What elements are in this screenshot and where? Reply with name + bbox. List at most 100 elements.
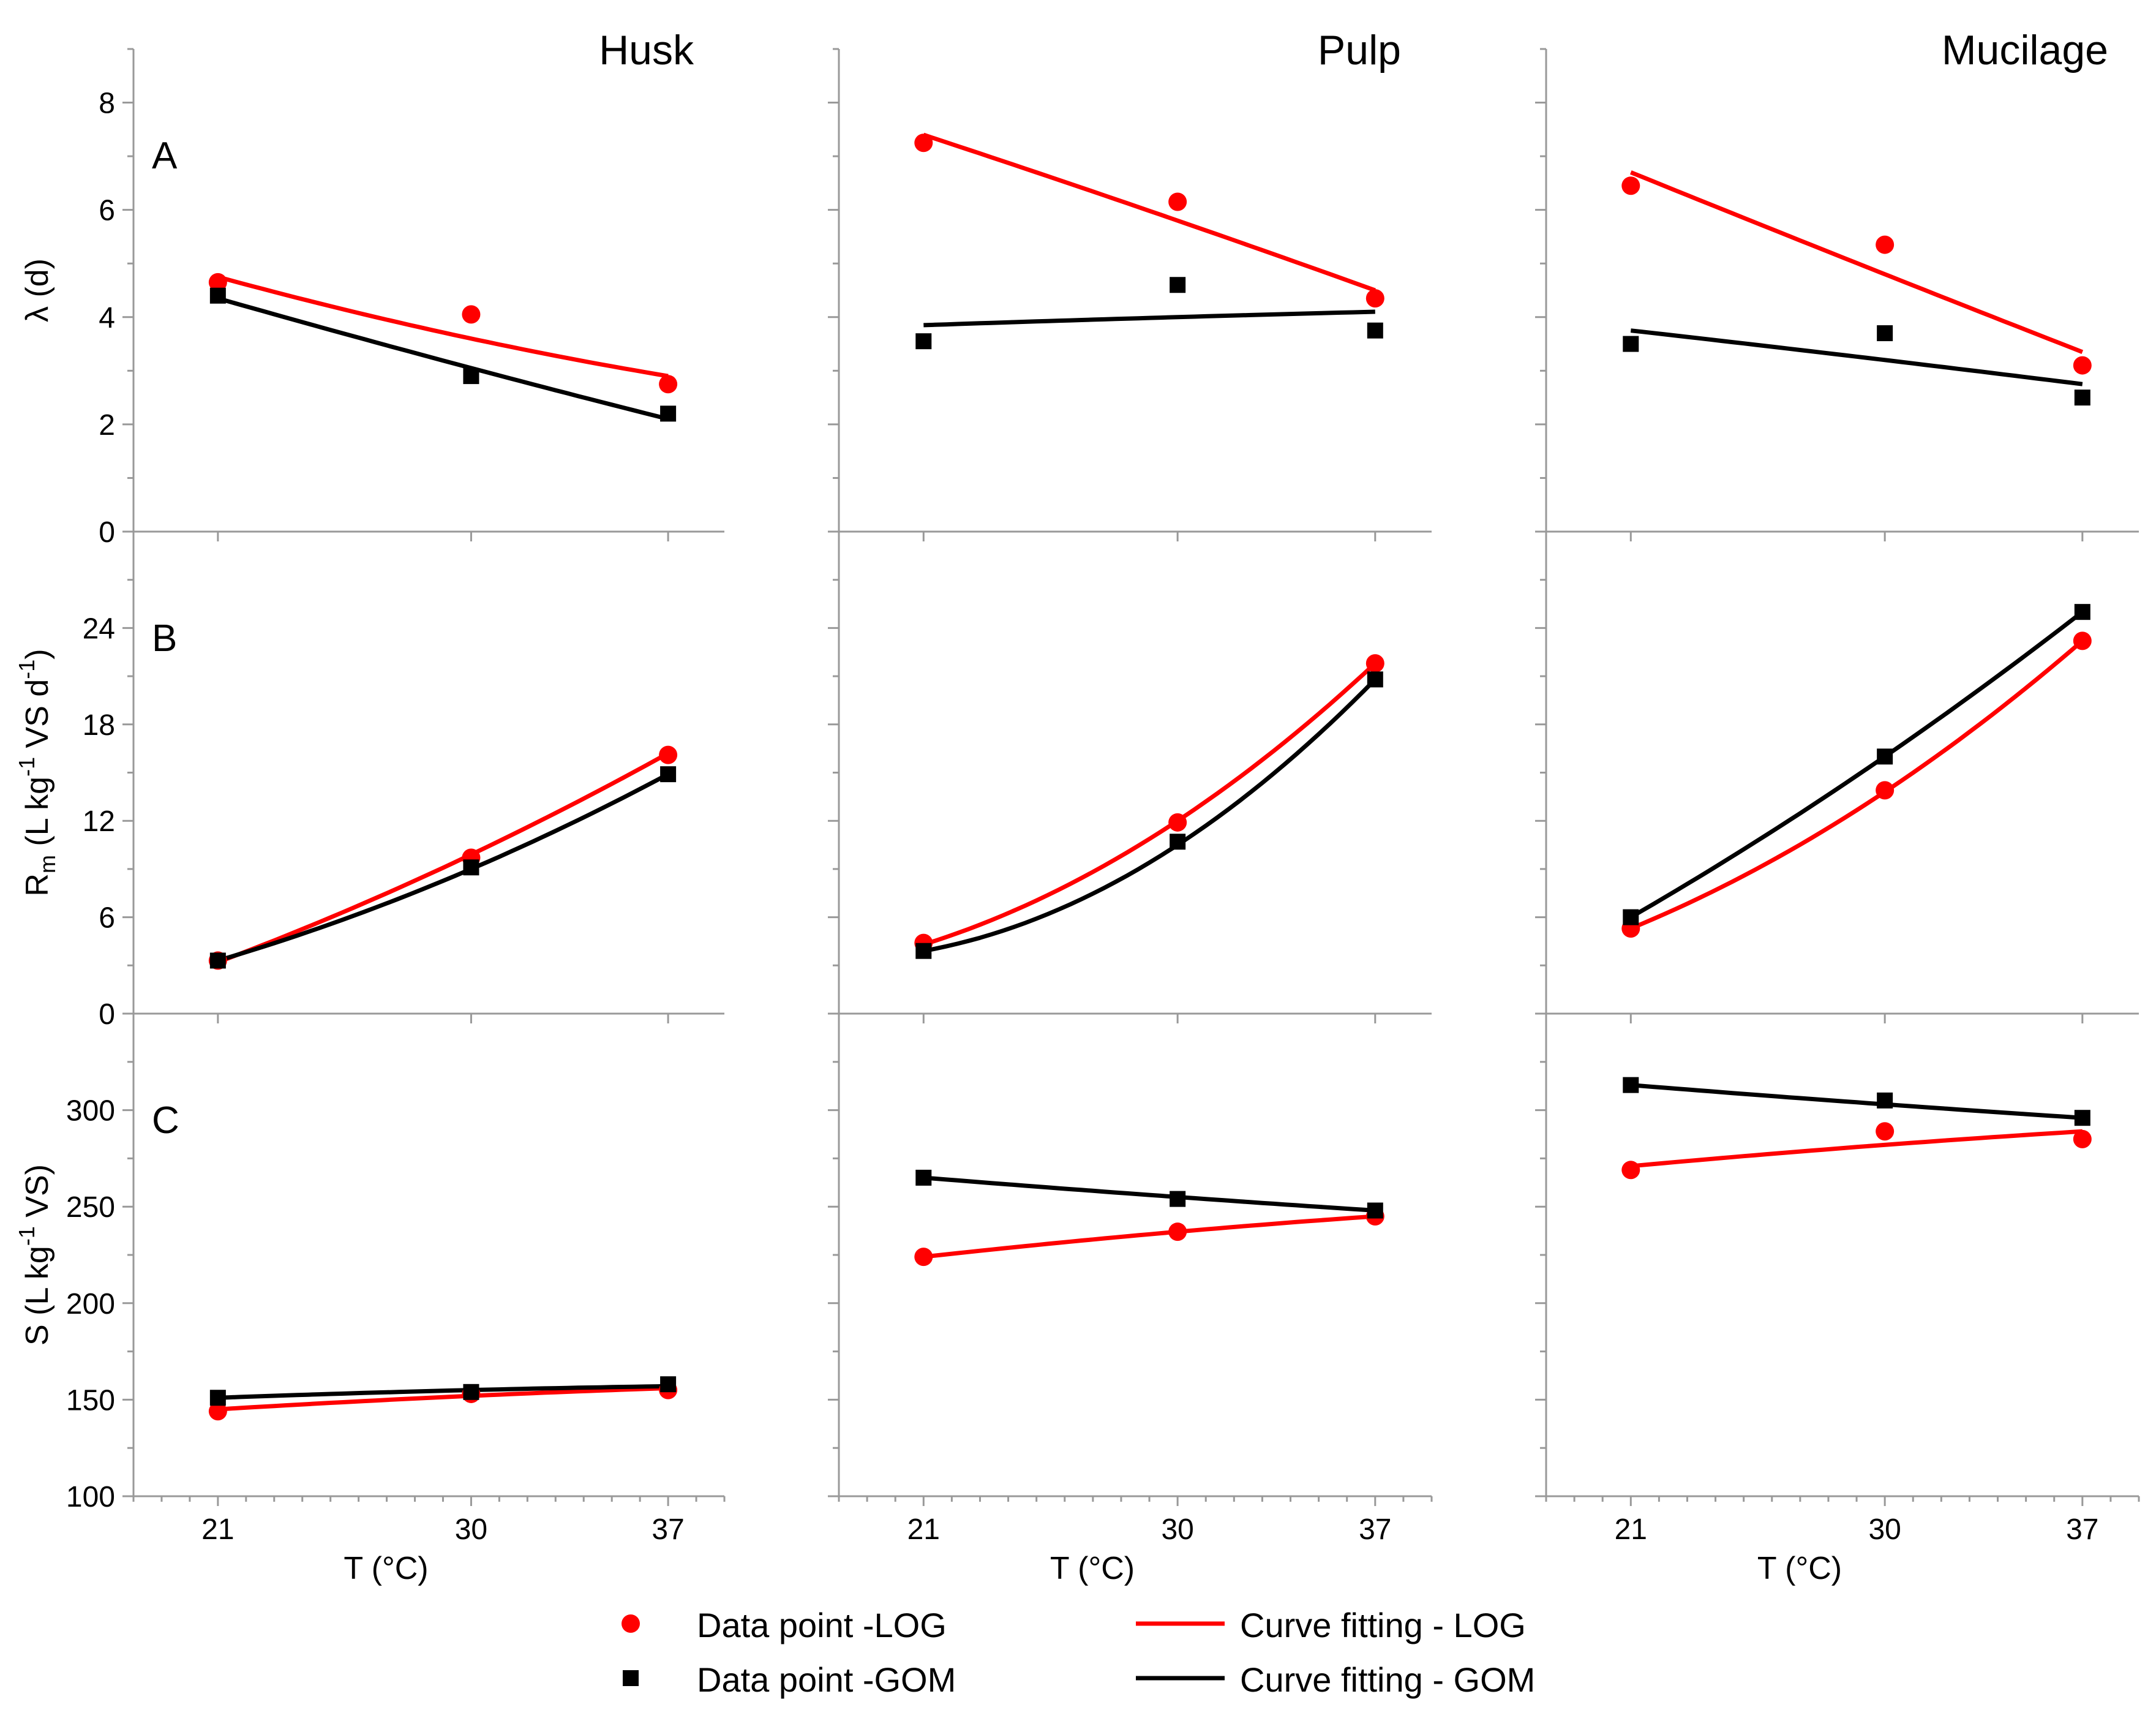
y-tick-label-a: 2 xyxy=(99,409,115,442)
fit-line-log-c-pulp xyxy=(923,1214,1376,1259)
legend-label-fit-log: Curve fitting - LOG xyxy=(1240,1606,1526,1644)
data-point-gom-a-husk xyxy=(463,368,479,385)
data-point-gom-b-pulp xyxy=(915,943,932,959)
data-point-gom-c-husk xyxy=(463,1384,479,1400)
data-point-gom-a-mucilage xyxy=(1877,325,1893,342)
data-point-log-c-pulp xyxy=(1168,1222,1187,1241)
data-point-gom-b-mucilage xyxy=(2074,604,2090,620)
x-tick-label-pulp: 30 xyxy=(1161,1513,1193,1546)
y-title-part: VS d xyxy=(20,679,55,757)
data-point-gom-a-husk xyxy=(660,405,677,422)
x-tick-label-husk: 37 xyxy=(652,1513,684,1546)
fit-line-gom-a-pulp xyxy=(923,309,1375,328)
data-point-log-a-husk xyxy=(462,305,481,324)
data-point-log-a-pulp xyxy=(914,134,933,153)
data-point-log-a-husk xyxy=(208,273,227,292)
y-title-part: (L kg xyxy=(20,777,55,855)
fit-line-gom-a-mucilage xyxy=(1630,328,2083,386)
x-axis-title-mucilage: T (°C) xyxy=(1757,1551,1842,1586)
data-point-gom-a-pulp xyxy=(1367,322,1383,339)
legend-label-fit-gom: Curve fitting - GOM xyxy=(1240,1660,1535,1699)
data-point-gom-b-husk xyxy=(660,766,677,783)
data-point-gom-c-mucilage xyxy=(2074,1110,2090,1126)
data-point-log-c-pulp xyxy=(914,1248,933,1267)
data-point-gom-a-mucilage xyxy=(2074,390,2090,406)
y-tick-label-c: 250 xyxy=(66,1191,115,1224)
row-letter-b: B xyxy=(152,617,177,660)
data-point-log-a-mucilage xyxy=(1621,176,1640,195)
data-point-gom-b-husk xyxy=(209,952,226,969)
data-point-gom-b-husk xyxy=(463,859,479,876)
data-point-log-b-pulp xyxy=(1365,654,1384,673)
x-axis-title-husk: T (°C) xyxy=(344,1551,428,1586)
data-point-log-a-mucilage xyxy=(1876,235,1895,254)
y-tick-label-b: 24 xyxy=(83,612,115,645)
fit-line-gom-a-husk xyxy=(217,296,669,421)
data-point-log-b-husk xyxy=(659,745,678,764)
data-point-log-b-mucilage xyxy=(2073,631,2092,650)
data-point-gom-c-mucilage xyxy=(1877,1092,1893,1109)
x-tick-label-pulp: 37 xyxy=(1359,1513,1391,1546)
legend-marker-gom xyxy=(623,1670,639,1686)
row-letter-a: A xyxy=(152,135,178,177)
data-point-log-a-mucilage xyxy=(2073,356,2092,375)
y-axis-title-c: S (L kg-1 VS) xyxy=(14,1164,55,1346)
fit-line-gom-c-husk xyxy=(217,1384,669,1400)
y-tick-label-a: 8 xyxy=(99,88,115,120)
y-title-part: S (L kg xyxy=(20,1246,55,1346)
fit-line-gom-b-pulp xyxy=(923,677,1377,954)
column-title-husk: Husk xyxy=(599,27,694,73)
data-point-log-c-husk xyxy=(208,1402,227,1421)
y-title-part: ) xyxy=(20,649,55,659)
data-point-gom-c-pulp xyxy=(915,1169,932,1186)
x-axis-title-pulp: T (°C) xyxy=(1050,1551,1135,1586)
data-point-gom-a-husk xyxy=(209,287,226,304)
data-point-log-a-husk xyxy=(659,375,678,394)
y-tick-label-b: 6 xyxy=(99,902,115,935)
data-point-gom-b-pulp xyxy=(1170,834,1186,850)
x-tick-label-mucilage: 30 xyxy=(1868,1513,1901,1546)
y-axis-title-b: Rm (L kg-1 VS d-1) xyxy=(14,649,60,896)
y-title-part: R xyxy=(20,873,55,897)
y-tick-label-b: 0 xyxy=(99,998,115,1031)
data-point-gom-b-pulp xyxy=(1367,671,1383,688)
data-point-gom-c-pulp xyxy=(1170,1191,1186,1207)
legend-label-data-gom: Data point -GOM xyxy=(697,1660,956,1699)
data-point-log-b-pulp xyxy=(1168,813,1187,832)
fit-line-log-c-mucilage xyxy=(1630,1129,2083,1169)
x-tick-label-husk: 30 xyxy=(455,1513,487,1546)
y-title-superscript: -1 xyxy=(14,660,39,679)
fit-line-gom-b-mucilage xyxy=(1629,610,2084,919)
y-tick-label-c: 200 xyxy=(66,1288,115,1320)
y-tick-label-a: 6 xyxy=(99,195,115,227)
data-point-gom-b-mucilage xyxy=(1877,748,1893,765)
legend-marker-log xyxy=(622,1614,640,1633)
fit-line-log-b-pulp xyxy=(923,661,1377,947)
y-title-superscript: -1 xyxy=(14,1226,39,1246)
fit-line-log-a-pulp xyxy=(923,132,1376,293)
data-point-gom-c-husk xyxy=(209,1390,226,1406)
column-title-pulp: Pulp xyxy=(1318,27,1401,73)
y-title-part: VS) xyxy=(20,1164,55,1226)
fit-line-log-b-husk xyxy=(217,751,669,965)
fit-line-log-b-mucilage xyxy=(1629,639,2084,931)
data-point-gom-a-pulp xyxy=(1170,277,1186,293)
y-tick-label-b: 12 xyxy=(83,805,115,838)
data-point-gom-a-pulp xyxy=(915,333,932,350)
data-point-gom-a-mucilage xyxy=(1623,336,1639,352)
fit-line-gom-c-mucilage xyxy=(1631,1083,2083,1120)
fit-line-gom-c-pulp xyxy=(923,1175,1376,1213)
fit-line-log-a-husk xyxy=(217,274,669,378)
data-point-log-c-mucilage xyxy=(2073,1129,2092,1148)
y-tick-label-c: 150 xyxy=(66,1384,115,1417)
data-point-gom-c-husk xyxy=(660,1376,677,1393)
data-point-log-a-pulp xyxy=(1365,289,1384,308)
data-point-gom-b-mucilage xyxy=(1623,909,1639,925)
data-point-gom-c-pulp xyxy=(1367,1202,1383,1219)
data-point-log-c-mucilage xyxy=(1621,1161,1640,1180)
data-point-gom-c-mucilage xyxy=(1623,1077,1639,1093)
data-point-log-b-mucilage xyxy=(1876,781,1895,800)
x-tick-label-husk: 21 xyxy=(201,1513,234,1546)
